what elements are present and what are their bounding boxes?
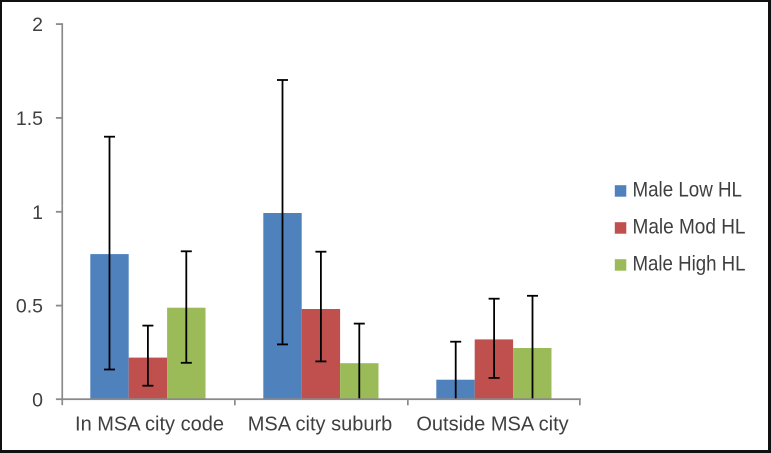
svg-text:Male High HL: Male High HL	[633, 252, 746, 276]
svg-text:Male Low HL: Male Low HL	[633, 177, 743, 201]
svg-text:Outside MSA city: Outside MSA city	[416, 413, 568, 435]
svg-text:In MSA city code: In MSA city code	[75, 413, 224, 435]
svg-text:1: 1	[32, 202, 43, 224]
svg-text:1.5: 1.5	[16, 108, 43, 130]
svg-text:2: 2	[32, 14, 43, 36]
svg-text:0.5: 0.5	[16, 296, 43, 318]
svg-text:0: 0	[32, 389, 43, 411]
svg-text:Male Mod HL: Male Mod HL	[633, 214, 746, 238]
svg-text:MSA city suburb: MSA city suburb	[248, 413, 393, 435]
